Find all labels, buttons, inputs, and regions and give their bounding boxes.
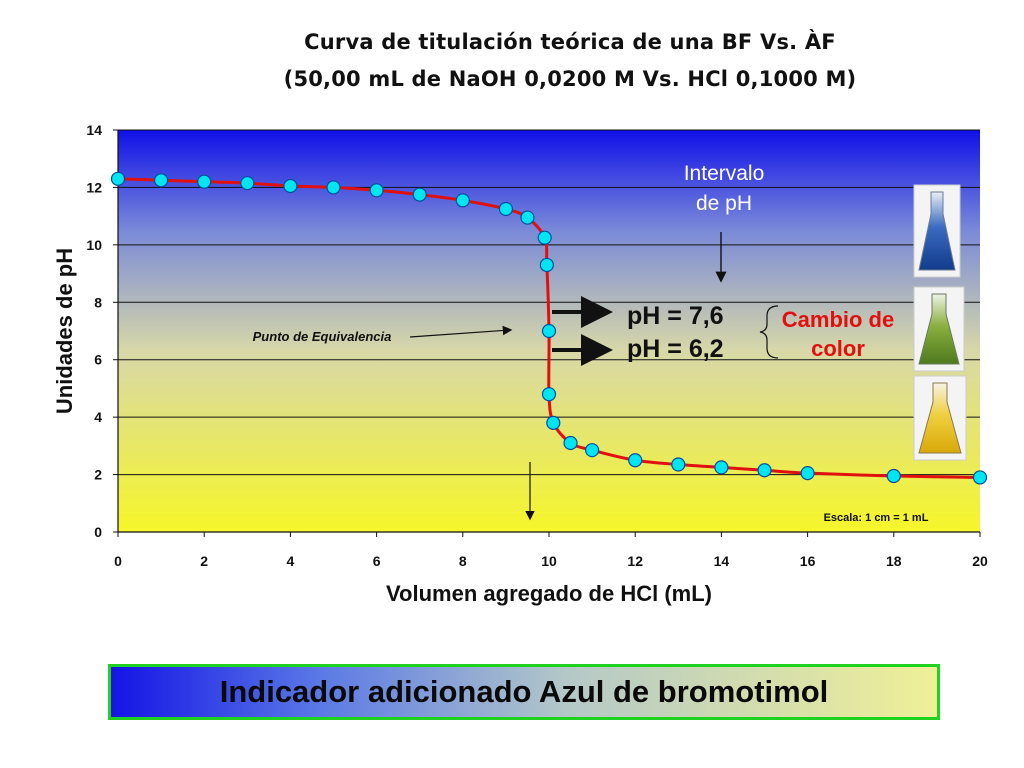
color-change-line1: Cambio de [782, 307, 894, 332]
data-point [714, 460, 729, 475]
data-point [757, 463, 772, 478]
data-point [972, 470, 988, 485]
chart-title-line2: (50,00 mL de NaOH 0,0200 M Vs. HCl 0,100… [283, 67, 857, 91]
data-points [110, 171, 988, 485]
data-point [110, 171, 126, 186]
ph-low-label: pH = 6,2 [627, 335, 724, 363]
equivalence-arrow [409, 325, 513, 338]
data-point [584, 443, 600, 458]
x-tick-label: 0 [114, 553, 122, 569]
chart-title-line1: Curva de titulación teórica de una BF Vs… [304, 30, 836, 54]
data-point [886, 468, 901, 484]
data-point [369, 183, 384, 198]
data-point [539, 257, 554, 273]
data-point [498, 201, 513, 217]
data-point [628, 453, 643, 468]
data-point [197, 174, 212, 189]
x-tick-label: 20 [972, 553, 988, 569]
flask-blue-image [913, 184, 961, 278]
interval-label-line1: Intervalo [684, 162, 765, 185]
y-tick-label: 6 [94, 352, 102, 368]
data-point [240, 176, 255, 191]
data-point [537, 230, 552, 245]
y-axis-label: Unidades de pH [52, 248, 77, 414]
x-tick-label: 2 [200, 553, 208, 569]
y-tick-label: 12 [86, 179, 102, 195]
ph-high-label: pH = 7,6 [627, 302, 724, 330]
data-point [541, 387, 557, 402]
equivalence-label: Punto de Equivalencia [253, 329, 392, 344]
y-tick-label: 14 [86, 122, 102, 138]
data-point [546, 415, 561, 430]
x-axis-label: Volumen agregado de HCl (mL) [386, 581, 712, 606]
indicator-banner-text: Indicador adicionado Azul de bromotimol [219, 674, 829, 709]
x-tick-labels: 0 2 4 6 8 10 12 14 16 18 20 [114, 532, 988, 569]
data-point [563, 435, 578, 451]
flask-yellow-image [913, 375, 967, 461]
data-point [154, 173, 169, 188]
x-tick-label: 18 [886, 553, 902, 569]
data-point [455, 193, 470, 208]
x-tick-label: 4 [287, 553, 295, 569]
x-tick-label: 10 [541, 553, 557, 569]
data-point [671, 457, 686, 472]
x-tick-label: 16 [800, 553, 816, 569]
data-point [520, 210, 535, 225]
x-tick-label: 8 [459, 553, 467, 569]
data-point [541, 323, 557, 339]
data-point [326, 180, 341, 195]
titration-chart: 0 2 4 6 8 10 12 14 0 2 4 6 8 10 12 14 16 18 20 Volumen ag… [52, 122, 988, 606]
y-tick-labels: 0 2 4 6 8 10 12 14 [86, 122, 118, 540]
y-tick-label: 8 [94, 294, 102, 310]
indicator-banner: Indicador adicionado Azul de bromotimol [108, 664, 940, 720]
color-change-brace [759, 305, 779, 359]
y-tick-label: 4 [94, 409, 102, 425]
y-tick-label: 0 [94, 524, 102, 540]
data-point [283, 178, 298, 194]
data-point [412, 187, 427, 202]
y-tick-label: 2 [94, 467, 102, 483]
x-tick-label: 12 [627, 553, 643, 569]
x-tick-label: 6 [373, 553, 381, 569]
color-change-line2: color [811, 336, 865, 361]
interval-label-line2: de pH [696, 192, 752, 215]
data-point [800, 466, 815, 481]
flask-green-image [913, 286, 965, 372]
y-tick-label: 10 [86, 237, 102, 253]
x-tick-label: 14 [714, 553, 730, 569]
scale-note: Escala: 1 cm = 1 mL [824, 512, 929, 524]
